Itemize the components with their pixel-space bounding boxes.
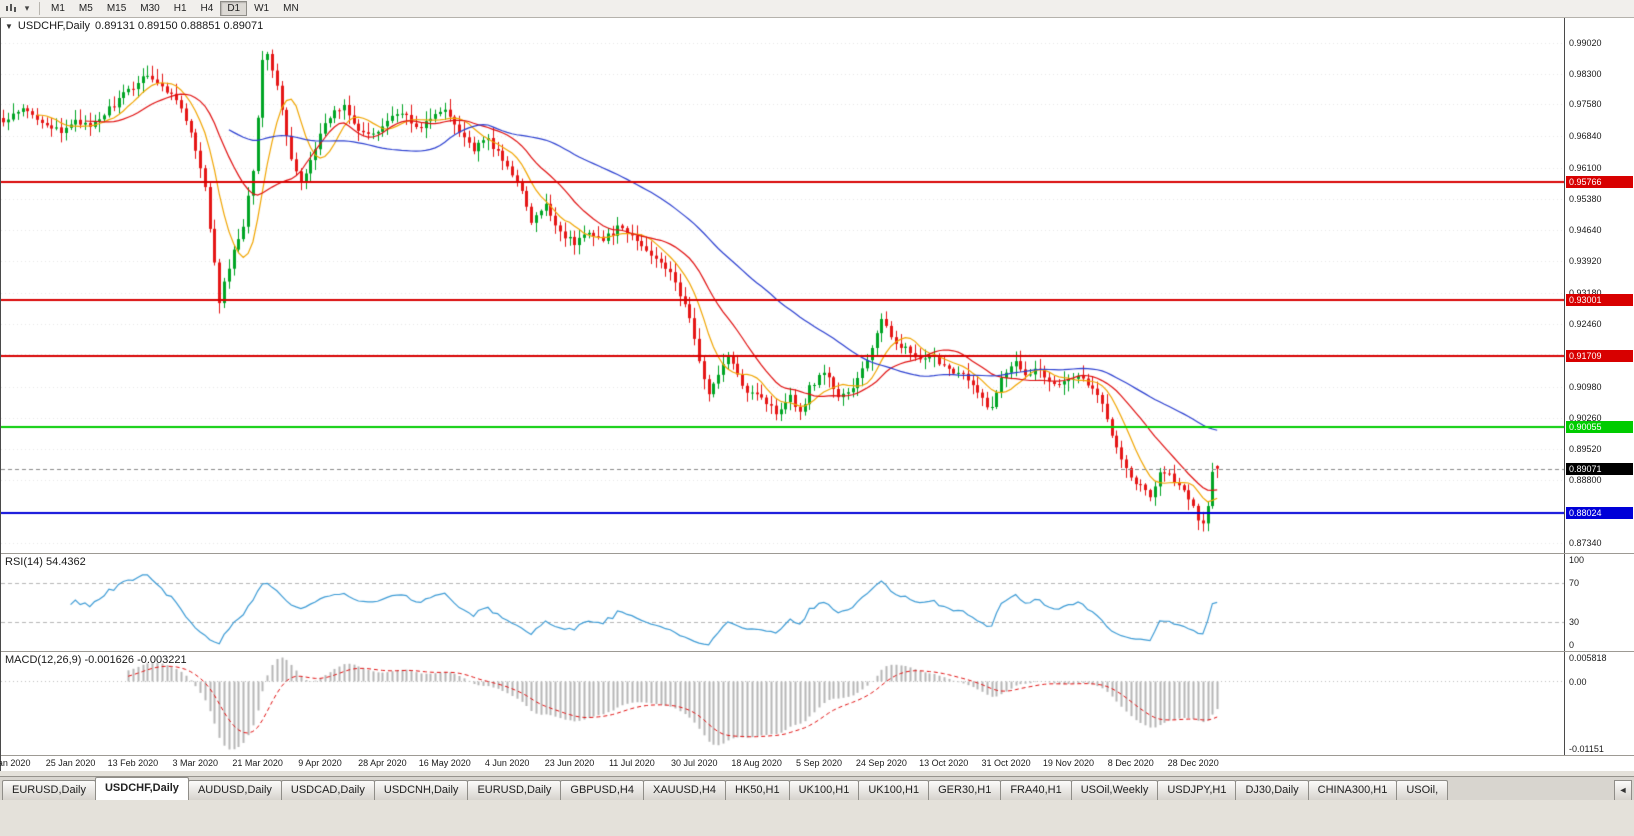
bottom-tab-bar: EURUSD,Daily USDCHF,Daily AUDUSD,Daily USDC… [0,776,1634,800]
timeframe-button-m15[interactable]: M15 [100,1,133,16]
hline-price-tag: 0.95766 [1566,176,1633,189]
price-axis-tick: 0.96840 [1569,131,1602,142]
chart-tab-usdchf-daily[interactable]: USDCHF,Daily [94,777,189,800]
chart-tab-ger30-h1[interactable]: GER30,H1 [928,780,1002,800]
chart-tab-usdjpy-h1[interactable]: USDJPY,H1 [1157,780,1237,800]
time-axis-label: 13 Feb 2020 [107,758,159,768]
time-axis-label: 30 Jul 2020 [670,758,718,768]
time-axis-label: 3 Mar 2020 [172,758,219,768]
main-chart-pane: ▼ USDCHF,Daily 0.89131 0.89150 0.88851 0… [1,18,1634,554]
timeframe-button-d1[interactable]: D1 [220,1,248,16]
macd-axis-tick: -0.01151 [1569,744,1604,754]
timeframe-button-mn[interactable]: MN [276,1,306,16]
chart-tab-audusd-daily[interactable]: AUDUSD,Daily [187,780,282,800]
timeframe-button-m5[interactable]: M5 [72,1,100,16]
price-axis-tick: 0.90980 [1569,381,1602,392]
timeframe-button-m1[interactable]: M1 [44,1,72,16]
current-price-tag: 0.89071 [1566,462,1633,475]
chart-tab-eurusd-daily[interactable]: EURUSD,Daily [467,780,562,800]
chart-tab-usoil-weekly[interactable]: USOil,Weekly [1070,780,1159,800]
rsi-axis-tick: 70 [1569,578,1580,589]
price-axis-tick: 0.88800 [1569,475,1602,486]
macd-axis-tick: 0.005818 [1569,653,1607,663]
price-axis-tick: 0.98300 [1569,68,1602,79]
hline-price-tag: 0.88024 [1566,507,1633,520]
time-axis-label: 31 Oct 2020 [981,758,1031,768]
timeframe-toolbar: ▾ M1 M5 M15 M30 H1 H4 D1 W1 MN [0,0,1634,18]
macd-pane: MACD(12,26,9) -0.001626 -0.003221 0.0058… [1,652,1634,756]
macd-axis-tick: 0.00 [1569,676,1587,687]
macd-axis: 0.005818 0.00 -0.01151 [1564,652,1634,755]
chart-tab-dj30-daily[interactable]: DJ30,Daily [1235,780,1309,800]
time-axis[interactable]: 7 Jan 2020 25 Jan 2020 13 Feb 2020 3 Mar 20… [0,756,1634,770]
time-axis-label: 9 Apr 2020 [298,758,342,768]
time-axis-label: 7 Jan 2020 [0,758,31,768]
rsi-axis-tick: 30 [1569,616,1580,627]
chart-tab-uk100-h1[interactable]: UK100,H1 [858,780,930,800]
price-axis-tick: 0.87340 [1569,537,1602,548]
price-axis-tick: 0.93920 [1569,256,1602,267]
price-axis-tick: 0.95380 [1569,193,1602,204]
time-axis-label: 19 Nov 2020 [1042,758,1094,768]
time-axis-label: 8 Dec 2020 [1107,758,1154,768]
timeframe-button-m30[interactable]: M30 [133,1,166,16]
rsi-axis-tick: 0 [1569,640,1575,650]
chart-type-dropdown-icon[interactable]: ▾ [24,3,30,13]
tab-scroll-left-button[interactable]: ◄ [1614,780,1632,800]
chart-frame: ▼ USDCHF,Daily 0.89131 0.89150 0.88851 0… [0,18,1634,771]
main-price-axis: 0.99020 0.98300 0.97580 0.96840 0.96100 0.953… [1564,18,1634,553]
toolbar-separator [39,2,40,15]
chart-type-icon[interactable] [3,1,19,16]
hline-price-tag: 0.90055 [1566,420,1633,433]
timeframe-button-h4[interactable]: H4 [194,1,221,16]
price-axis-tick: 0.96100 [1569,162,1602,173]
time-axis-label: 21 Mar 2020 [232,758,283,768]
time-axis-label: 25 Jan 2020 [45,758,96,768]
chart-tab-fra40-h1[interactable]: FRA40,H1 [1000,780,1072,800]
chart-tab-usdcad-daily[interactable]: USDCAD,Daily [280,780,375,800]
macd-canvas[interactable] [1,652,1565,755]
time-axis-label: 28 Dec 2020 [1167,758,1219,768]
chart-tab-usoil-[interactable]: USOil, [1396,780,1449,800]
chart-tab-hk50-h1[interactable]: HK50,H1 [724,780,790,800]
price-axis-tick: 0.97580 [1569,99,1602,110]
main-chart-canvas[interactable] [1,18,1565,553]
time-axis-label: 18 Aug 2020 [731,758,782,768]
time-axis-label: 28 Apr 2020 [358,758,407,768]
rsi-canvas[interactable] [1,554,1565,651]
time-axis-label: 16 May 2020 [418,758,471,768]
chart-tab-xauusd-h4[interactable]: XAUUSD,H4 [642,780,726,800]
time-axis-label: 13 Oct 2020 [919,758,969,768]
rsi-axis-tick: 100 [1569,555,1585,565]
chart-tab-uk100-h1[interactable]: UK100,H1 [788,780,860,800]
price-axis-tick: 0.89520 [1569,444,1602,455]
price-axis-tick: 0.92460 [1569,318,1602,329]
time-axis-label: 24 Sep 2020 [855,758,907,768]
timeframe-button-w1[interactable]: W1 [247,1,276,16]
chart-tab-gbpusd-h4[interactable]: GBPUSD,H4 [560,780,644,800]
timeframe-buttons: M1 M5 M15 M30 H1 H4 D1 W1 MN [44,1,306,16]
price-axis-tick: 0.93180 [1569,287,1602,298]
time-axis-label: 4 Jun 2020 [484,758,530,768]
rsi-pane: RSI(14) 54.4362 100 70 30 0 [1,554,1634,652]
hline-price-tag: 0.91709 [1566,349,1633,362]
chart-tab-usdcnh-daily[interactable]: USDCNH,Daily [373,780,469,800]
rsi-axis: 100 70 30 0 [1564,554,1634,651]
price-axis-tick: 0.94640 [1569,225,1602,236]
candlestick-glyph [6,4,16,12]
time-axis-label: 5 Sep 2020 [795,758,842,768]
price-axis-tick: 0.90260 [1569,412,1602,423]
time-axis-label: 11 Jul 2020 [608,758,655,768]
hline-price-tag: 0.93001 [1566,294,1633,307]
status-strip [0,800,1634,836]
chart-tab-eurusd-daily[interactable]: EURUSD,Daily [2,780,96,800]
timeframe-button-h1[interactable]: H1 [167,1,194,16]
time-axis-label: 23 Jun 2020 [544,758,595,768]
chart-tab-china300-h1[interactable]: CHINA300,H1 [1307,780,1398,800]
price-axis-tick: 0.99020 [1569,37,1602,48]
collapse-chart-icon[interactable]: ▼ [5,21,13,31]
